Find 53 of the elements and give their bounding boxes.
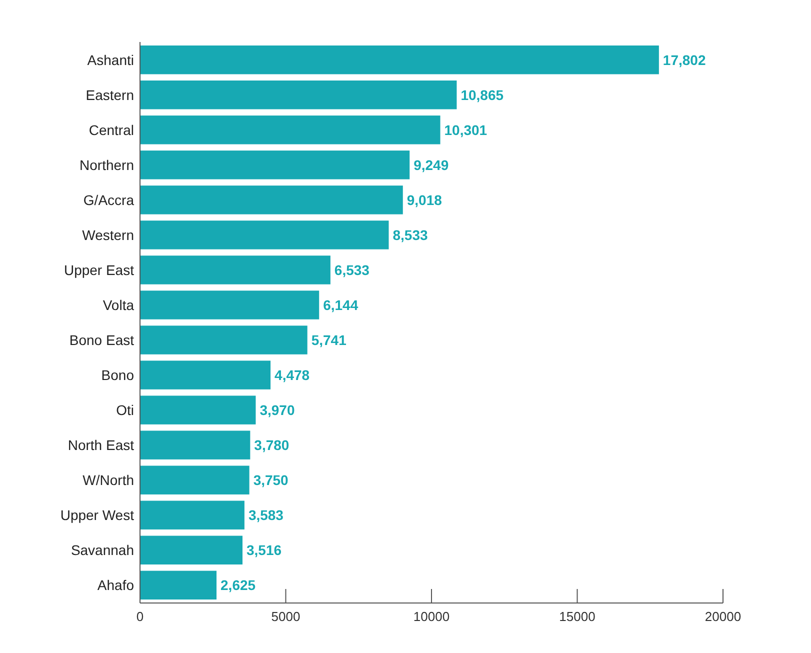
- bar: [140, 116, 440, 144]
- data-label: 2,625: [220, 577, 256, 594]
- bar: [140, 150, 410, 180]
- data-label: 3,780: [254, 436, 290, 453]
- y-tick-label: Oti: [116, 402, 134, 418]
- y-tick-label: Upper East: [64, 262, 134, 278]
- data-label: 3,970: [260, 402, 295, 418]
- data-label: 10,865: [460, 86, 504, 103]
- y-tick-label: G/Accra: [83, 192, 134, 208]
- y-tick-label: W/North: [82, 472, 134, 488]
- data-label: 3,583: [248, 507, 284, 524]
- bar: [140, 430, 250, 460]
- y-tick-label: Volta: [102, 296, 134, 313]
- bar: [140, 186, 403, 214]
- y-tick-label: Eastern: [86, 86, 134, 103]
- bar: [140, 220, 389, 250]
- x-tick-label: 0: [136, 609, 144, 624]
- y-tick-label: Upper West: [60, 507, 134, 524]
- data-label: 9,018: [406, 192, 442, 208]
- y-tick-label: Ashanti: [87, 52, 134, 68]
- bar: [140, 570, 217, 600]
- data-label: 6,533: [334, 262, 370, 278]
- bar: [140, 46, 659, 74]
- data-label: 10,301: [444, 122, 488, 138]
- data-label: 9,249: [414, 156, 449, 173]
- x-tick-label: 5000: [271, 609, 300, 624]
- bar: [140, 290, 320, 320]
- y-tick-label: Western: [82, 226, 134, 243]
- data-label: 5,741: [311, 332, 347, 348]
- data-label: 3,516: [246, 542, 282, 558]
- bar: [140, 80, 457, 110]
- bar: [140, 466, 250, 494]
- x-tick-label: 20000: [704, 609, 742, 624]
- y-tick-label: Bono East: [69, 332, 134, 348]
- y-tick-label: North East: [68, 436, 134, 453]
- x-tick-label: 10000: [413, 609, 450, 624]
- x-tick-label: 15000: [559, 609, 596, 624]
- bar: [140, 396, 256, 424]
- data-label: 17,802: [662, 52, 706, 68]
- bar: [140, 326, 308, 354]
- bar: [140, 360, 271, 390]
- data-label: 8,533: [392, 226, 428, 243]
- data-label: 3,750: [253, 472, 289, 488]
- y-tick-label: Ahafo: [97, 577, 134, 594]
- bar: [140, 536, 242, 564]
- bar: [140, 500, 244, 530]
- y-tick-label: Northern: [80, 156, 134, 173]
- data-label: 4,478: [274, 366, 310, 383]
- y-tick-label: Bono: [101, 366, 134, 383]
- y-tick-label: Savannah: [70, 542, 134, 558]
- bar: [140, 256, 330, 284]
- y-tick-label: Central: [88, 122, 134, 138]
- data-label: 6,144: [323, 296, 358, 313]
